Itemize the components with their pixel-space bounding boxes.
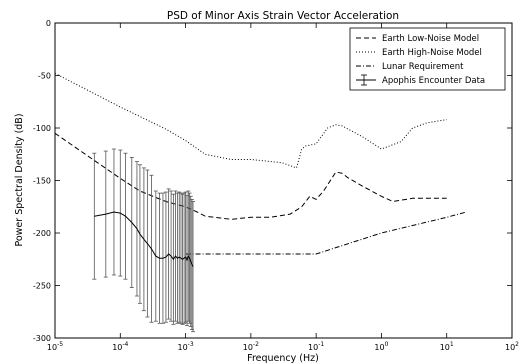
x-axis-label: Frequency (Hz): [247, 353, 319, 364]
x-tick-label-5: 100: [374, 341, 388, 352]
series-layer: [54, 72, 467, 333]
x-tick-label-2: 10-3: [177, 341, 193, 352]
x-tick-label-1: 10-4: [112, 341, 128, 352]
x-tick-label-6: 101: [440, 341, 454, 352]
chart-title: PSD of Minor Axis Strain Vector Accelera…: [167, 10, 399, 22]
legend-label-2: Lunar Requirement: [382, 62, 464, 72]
x-tick-label-0: 10-5: [47, 341, 63, 352]
y-tick-label-1: -50: [38, 72, 51, 81]
x-axis-ticks: 10-5 10-4 10-3 10-2 10-1 100 101 102: [47, 23, 519, 352]
legend-label-3: Apophis Encounter Data: [382, 76, 485, 86]
y-tick-label-4: -200: [33, 229, 51, 238]
y-tick-label-5: -250: [33, 282, 51, 291]
y-tick-label-6: -300: [33, 334, 51, 343]
x-tick-label-4: 10-1: [308, 341, 324, 352]
x-tick-label-7: 102: [505, 341, 519, 352]
series-line-3: [94, 211, 194, 267]
legend-label-1: Earth High-Noise Model: [382, 48, 482, 58]
x-tick-label-3: 10-2: [243, 341, 259, 352]
y-tick-label-3: -150: [33, 177, 51, 186]
y-tick-label-2: -100: [33, 124, 51, 133]
y-axis-ticks: 0 -50 -100 -150 -200 -250 -300: [33, 19, 512, 343]
series-line-1: [54, 72, 447, 169]
legend-label-0: Earth Low-Noise Model: [382, 34, 479, 44]
series-line-2: [185, 211, 467, 255]
y-tick-label-0: 0: [46, 19, 51, 28]
legend: Earth Low-Noise Model Earth High-Noise Mo…: [349, 27, 506, 91]
y-axis-label: Power Spectral Density (dB): [14, 113, 25, 246]
